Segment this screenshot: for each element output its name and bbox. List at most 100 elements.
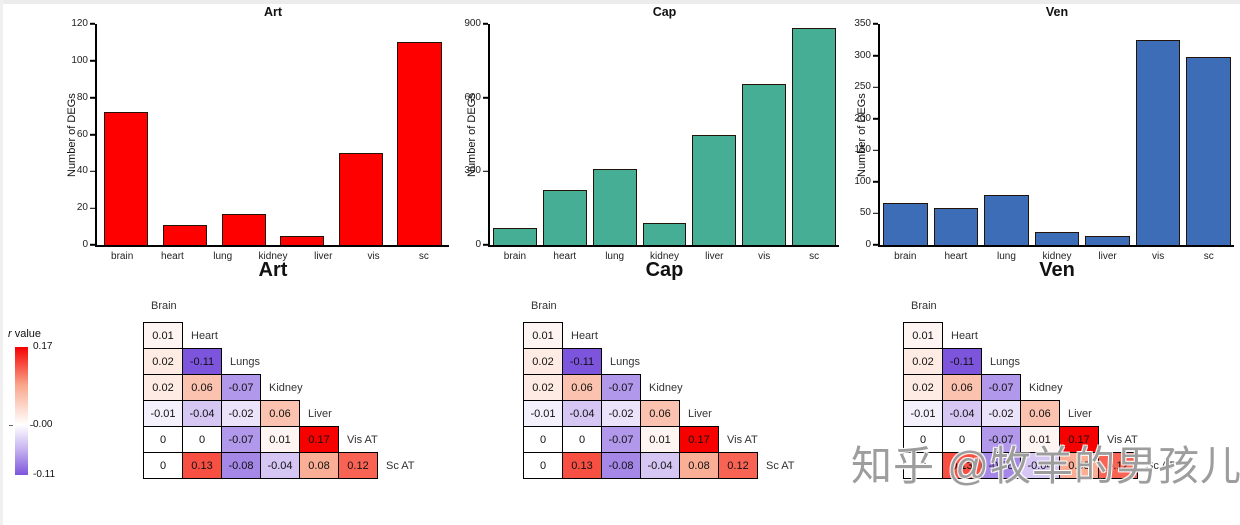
y-tick-label: 300 (464, 165, 481, 177)
heatmap-label-kidney: Kidney (649, 381, 683, 394)
heatmap-row: 0 0 -0.07 0.01 0.17 Vis AT (903, 426, 1233, 453)
heatmap-row: 0 0.13 -0.08 -0.04 0.08 0.12 Sc AT (903, 452, 1233, 479)
heatmap-row: 0.02 0.06 -0.07 Kidney (523, 374, 853, 401)
heatmap-cell: 0.06 (942, 374, 982, 401)
x-tick-label: liver (1098, 251, 1117, 262)
x-tick-label: lung (996, 251, 1016, 262)
heatmap-cell: -0.07 (601, 426, 641, 453)
y-tick-mark (90, 244, 95, 246)
heatmap-cell: 0.17 (299, 426, 339, 453)
y-tick-label: 80 (76, 91, 88, 103)
legend-zero-dash (9, 424, 13, 427)
bar-sc (792, 27, 836, 245)
heatmap-row: 0.01 Heart (523, 322, 853, 349)
heatmap-row: -0.01 -0.04 -0.02 0.06 Liver (143, 400, 473, 427)
x-tick-label: lung (605, 251, 625, 262)
heatmap-row: 0.01 Heart (903, 322, 1233, 349)
bar-vis (742, 84, 787, 245)
heatmap-cell: -0.04 (182, 400, 222, 427)
y-tick-mark (873, 86, 878, 88)
x-tick-label: vis (758, 251, 771, 262)
heatmap-cell: -0.08 (601, 452, 641, 479)
heatmap-cell: 0.02 (143, 374, 183, 401)
heatmap-cell: 0.06 (640, 400, 680, 427)
legend-tick-label: 0.00 (33, 418, 53, 430)
heatmap-cell: 0.17 (679, 426, 719, 453)
heatmap-cell: 0.01 (260, 426, 300, 453)
y-tick-mark (873, 23, 878, 25)
heatmap-label-vis-at: Vis AT (727, 433, 758, 446)
heatmap-label-vis-at: Vis AT (347, 433, 378, 446)
x-tick-label: vis (367, 251, 380, 262)
y-tick-mark (873, 54, 878, 57)
x-tick-label: liver (314, 251, 333, 262)
y-tick-mark (90, 23, 95, 25)
heatmap-cell: -0.11 (182, 348, 222, 375)
heatmap-row: 0.01 Heart (143, 322, 473, 349)
x-tick-label: lung (213, 251, 233, 262)
legend-tick-label: 0.17 (33, 341, 53, 352)
bar-kidney (1034, 232, 1080, 245)
heatmap-cell: 0.02 (903, 348, 943, 375)
legend-gradient-bar (15, 347, 28, 475)
y-tick-mark (873, 181, 878, 183)
heatmap-cell: 0 (523, 426, 563, 453)
legend-title-text: value (14, 328, 42, 340)
x-tick-label: liver (705, 251, 724, 262)
x-tick-label: heart (944, 251, 968, 262)
y-tick-mark (483, 23, 488, 25)
x-tick-label: kidney (650, 251, 679, 262)
heatmap-label-lungs: Lungs (990, 355, 1020, 368)
correlation-heatmap-ven: Brain 0.01 Heart 0.02 -0.11 Lungs 0.02 0.06 -0.0… (903, 300, 1233, 495)
bar-vis (1135, 39, 1181, 245)
heatmap-row: 0.02 -0.11 Lungs (903, 348, 1233, 375)
heatmap-cell: -0.11 (942, 348, 982, 375)
bars (97, 24, 449, 245)
heatmap-cell: 0 (523, 452, 563, 479)
heatmap-cell: -0.04 (1020, 452, 1060, 479)
y-tick-label: 250 (854, 81, 871, 93)
heatmap-cell: 0.08 (679, 452, 719, 479)
heatmap-label-heart: Heart (571, 329, 598, 342)
heatmap-cell: -0.07 (221, 426, 261, 453)
y-tick-mark (873, 117, 878, 120)
x-axis-title: Art (258, 259, 288, 281)
heatmap-cell: -0.07 (981, 374, 1021, 401)
heatmap-row: 0.02 0.06 -0.07 Kidney (143, 374, 473, 401)
y-tick-mark (90, 60, 95, 62)
chart-title: Art (263, 5, 283, 19)
heatmap-cell: 0.17 (1059, 426, 1099, 453)
bars (490, 24, 839, 245)
y-tick-label: 120 (71, 18, 88, 29)
bar-lung (984, 194, 1029, 245)
y-tick-label: 0 (82, 239, 88, 250)
heatmap-label-kidney: Kidney (1029, 381, 1063, 394)
bar-liver (280, 235, 325, 245)
plot-area: Ven Ven 0 50 100 150 200 250 300 350 brain heart l… (854, 5, 1234, 281)
y-tick-label: 100 (854, 175, 871, 187)
legend-title-symbol: r (8, 328, 12, 340)
heatmap-cell: 0.08 (299, 452, 339, 479)
heatmap-cell: 0.02 (523, 374, 563, 401)
heatmap-cell: 0.06 (1020, 400, 1060, 427)
x-tick-label: vis (1152, 251, 1165, 262)
heatmap-label-liver: Liver (1068, 407, 1092, 420)
bar-liver (1085, 235, 1130, 245)
heatmap-cell: 0.01 (903, 322, 943, 349)
heatmap-cell: 0.06 (562, 374, 602, 401)
y-tick-label: 200 (854, 112, 871, 124)
plot-area: Cap Cap 0 300 600 900 brain heart lung kidney li… (464, 5, 839, 281)
bar-brain (492, 227, 537, 245)
heatmap-cell: -0.02 (601, 400, 641, 427)
y-tick-mark (90, 170, 95, 173)
y-tick-label: 150 (854, 144, 871, 156)
x-tick-label: brain (503, 251, 527, 262)
heatmap-cell: 0.13 (182, 452, 222, 479)
x-tick-label: kidney (1042, 251, 1072, 262)
heatmap-cell: 0.06 (182, 374, 222, 401)
x-tick-label: brain (111, 251, 134, 262)
heatmap-cell: 0.13 (942, 452, 982, 479)
bar-chart-art: Number of DEGs Art Art 0 20 40 60 80 100 120 br… (60, 0, 455, 296)
heatmap-cell: -0.02 (981, 400, 1021, 427)
bar-lung (162, 224, 208, 245)
